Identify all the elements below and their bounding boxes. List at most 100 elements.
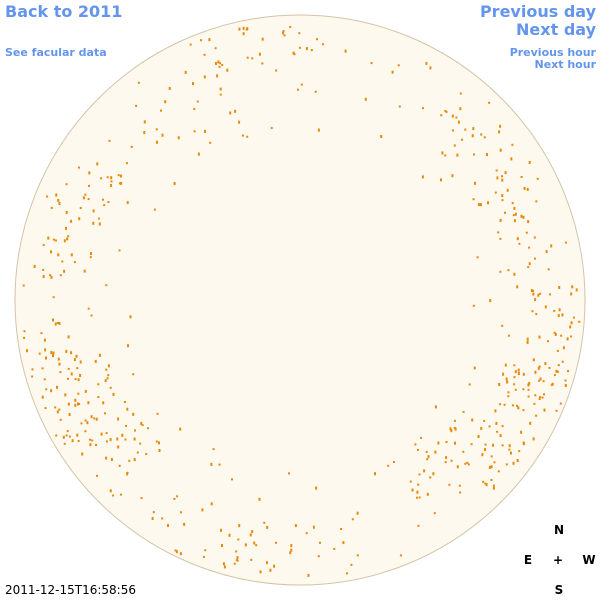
facula	[490, 455, 493, 458]
faculae	[22, 26, 581, 577]
facula	[152, 511, 155, 514]
facula	[477, 435, 480, 438]
next-day-link[interactable]: Next day	[516, 20, 597, 39]
facula	[559, 402, 562, 405]
facula	[117, 417, 120, 421]
facula	[98, 222, 101, 226]
back-link[interactable]: Back to 2011	[5, 2, 122, 21]
facula	[217, 60, 220, 64]
facula	[250, 558, 253, 561]
previous-day-link[interactable]: Previous day	[480, 2, 597, 21]
facula	[23, 330, 26, 333]
compass-north: N	[554, 523, 564, 537]
facula	[448, 483, 451, 486]
facula	[221, 544, 223, 547]
facula	[261, 62, 264, 65]
facula	[499, 148, 502, 152]
facula	[455, 116, 458, 119]
facula	[222, 562, 225, 566]
facula	[140, 497, 143, 500]
facula	[445, 441, 448, 443]
facula	[41, 367, 44, 370]
facula	[153, 208, 156, 211]
facula	[490, 465, 493, 469]
facula	[542, 380, 545, 383]
timestamp: 2011-12-15T16:58:56	[5, 583, 136, 597]
facula	[516, 285, 519, 289]
facula	[305, 532, 308, 535]
facula	[96, 162, 99, 166]
facula	[31, 368, 34, 371]
facula	[258, 52, 261, 56]
facula	[398, 105, 401, 108]
facula	[79, 207, 82, 209]
facula	[95, 444, 97, 446]
facula	[513, 376, 516, 379]
facula	[471, 134, 474, 138]
facula	[223, 565, 226, 569]
facula	[275, 541, 277, 544]
facula	[416, 490, 419, 494]
facula	[249, 533, 252, 537]
next-hour-link[interactable]: Next hour	[535, 58, 597, 71]
facula	[364, 97, 367, 101]
facula	[128, 459, 131, 462]
facula	[517, 372, 520, 375]
facula	[88, 184, 90, 187]
facula	[143, 131, 146, 134]
facula	[50, 275, 53, 279]
facula	[538, 335, 541, 339]
facula	[108, 139, 111, 142]
facula	[89, 256, 92, 259]
facula	[112, 392, 115, 396]
facular-link[interactable]: See facular data	[5, 46, 107, 59]
facula	[497, 470, 500, 473]
facula	[38, 352, 41, 355]
facula	[532, 437, 535, 441]
facula	[158, 449, 161, 452]
facula	[74, 398, 77, 402]
facula	[432, 472, 435, 476]
facula	[41, 395, 44, 399]
facula	[513, 206, 516, 210]
facula	[472, 304, 475, 307]
facula	[459, 92, 462, 95]
facula	[342, 541, 345, 545]
facula	[270, 127, 273, 129]
facula	[71, 439, 74, 443]
facula	[110, 184, 113, 187]
compass-center: +	[553, 553, 563, 567]
facula	[548, 366, 551, 369]
facula	[100, 177, 103, 180]
previous-hour-link[interactable]: Previous hour	[510, 46, 597, 59]
facula	[97, 383, 100, 386]
facula	[55, 193, 58, 197]
facula	[210, 502, 213, 506]
facula	[133, 437, 136, 441]
facula	[173, 182, 176, 185]
facula	[87, 198, 90, 201]
facula	[561, 313, 564, 317]
facula	[421, 175, 424, 179]
facula	[155, 440, 158, 443]
facula	[549, 293, 552, 296]
facula	[537, 293, 540, 297]
facula	[52, 296, 55, 299]
facula	[510, 157, 513, 161]
facula	[532, 289, 535, 292]
facula	[110, 458, 113, 461]
facula	[78, 166, 80, 169]
facula	[290, 544, 293, 548]
facula	[88, 171, 91, 175]
facula	[65, 211, 68, 214]
facula	[523, 186, 526, 190]
facula	[90, 252, 92, 255]
facula	[47, 236, 50, 240]
facula	[238, 27, 241, 31]
facula	[22, 284, 25, 287]
facula	[525, 231, 528, 234]
facula	[63, 269, 66, 273]
facula	[470, 443, 473, 446]
facula	[133, 458, 136, 462]
facula	[501, 324, 504, 327]
